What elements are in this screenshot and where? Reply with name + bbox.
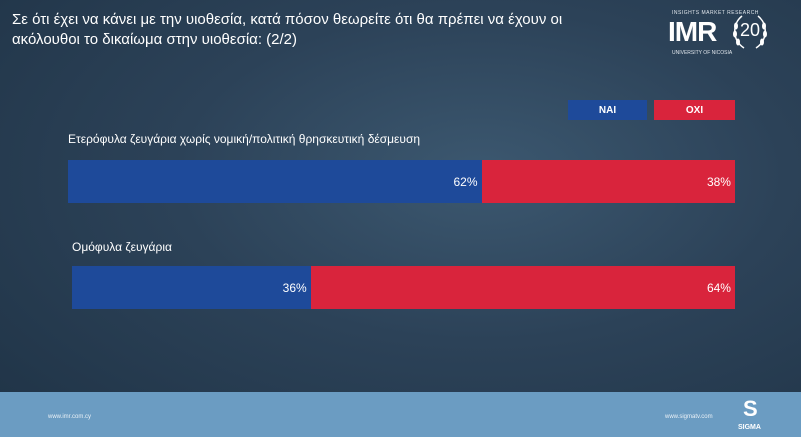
footer-imr-url[interactable]: www.imr.com.cy (48, 414, 92, 420)
data-label: 64% (706, 280, 731, 295)
logo-university: UNIVERSITY OF NICOSIA (672, 50, 733, 56)
legend-no: ΟΧΙ (654, 100, 735, 120)
category-label: Ετερόφυλα ζευγάρια χωρίς νομική/πολιτική… (68, 132, 421, 146)
data-label: 36% (282, 280, 307, 295)
data-label: 62% (453, 174, 478, 189)
stacked-bar: 36% 64% (72, 266, 735, 309)
category-label: Ομόφυλα ζευγάρια (72, 240, 172, 254)
laurel-wreath-icon (733, 15, 767, 49)
bar-segment-yes: 62% (68, 160, 482, 203)
data-label: 38% (706, 174, 731, 189)
logo-mark: IMR (668, 16, 717, 47)
bar-segment-no: 64% (310, 266, 735, 309)
stacked-bar: 62% 38% (68, 160, 735, 203)
bar-segment-yes: 36% (72, 266, 311, 309)
anniversary-number: 20 (740, 20, 761, 40)
sigma-logo: S SIGMA (738, 396, 768, 434)
logo-tagline: INSIGHTS MARKET RESEARCH (672, 10, 759, 16)
legend-yes: ΝΑΙ (568, 100, 647, 120)
page-title: Σε ότι έχει να κάνει με την υιοθεσία, κα… (12, 11, 563, 48)
imr-logo: INSIGHTS MARKET RESEARCH IMR UNIVERSITY … (668, 10, 788, 62)
sigma-s-icon: S (743, 396, 758, 421)
footer-sigma-url[interactable]: www.sigmatv.com (665, 414, 713, 420)
sigma-wordmark: SIGMA (738, 424, 761, 431)
bar-segment-no: 38% (481, 160, 735, 203)
footer-bar: www.imr.com.cy www.sigmatv.com S SIGMA (0, 392, 801, 437)
